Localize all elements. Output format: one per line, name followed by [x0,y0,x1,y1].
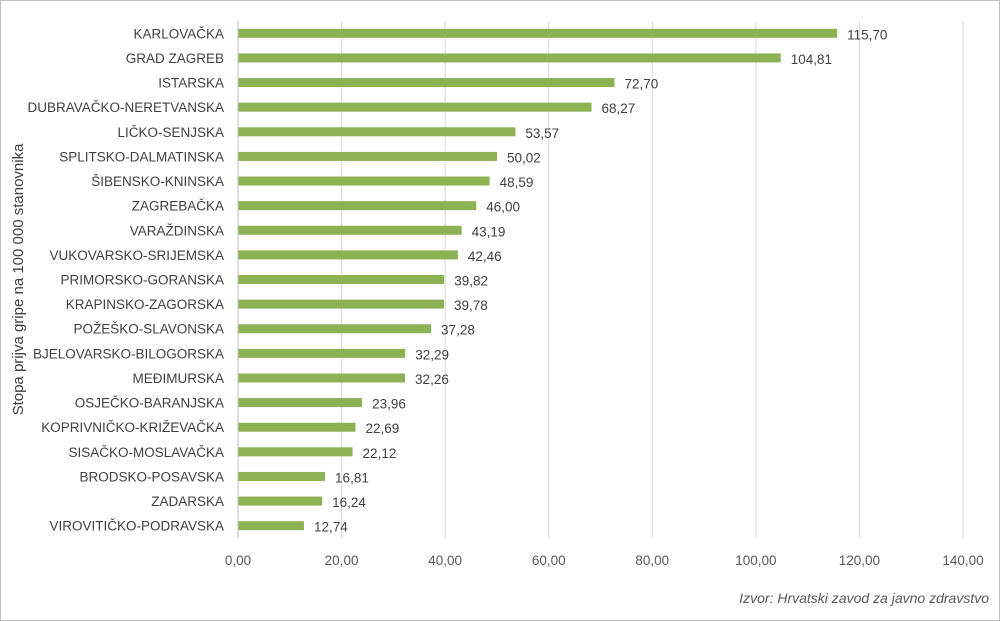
category-label: BRODSKO-POSAVSKA [79,469,224,484]
bar [238,348,406,358]
category-label: ŠIBENSKO-KNINSKA [91,174,224,189]
category-label: BJELOVARSKO-BILOGORSKA [33,346,224,361]
category-label: VIROVITIČKO-PODRAVSKA [49,519,224,534]
category-label: SPLITSKO-DALMATINSKA [59,149,224,164]
data-label: 39,78 [454,298,488,313]
x-tick-label: 100,00 [735,553,776,568]
x-tick-label: 60,00 [532,553,566,568]
source-note: Izvor: Hrvatski zavod za javno zdravstvo [739,590,989,606]
bar [238,373,406,383]
data-label: 12,74 [314,520,348,535]
data-label: 43,19 [472,224,506,239]
category-label: ZADARSKA [151,494,224,509]
category-label: LIČKO-SENJSKA [117,125,224,140]
x-tick-label: 20,00 [325,553,359,568]
category-label: POŽEŠKO-SLAVONSKA [73,322,224,337]
bar [238,151,498,161]
bar [238,324,432,334]
bar [238,299,445,309]
category-label: SISAČKO-MOSLAVAČKA [68,445,224,460]
bar [238,398,363,408]
data-label: 23,96 [372,397,406,412]
bar [238,102,592,112]
bar [238,53,781,63]
data-label: 72,70 [624,77,658,92]
bar [238,422,356,432]
category-label: DUBRAVAČKO-NERETVANSKA [27,100,224,115]
data-label: 48,59 [500,175,534,190]
data-label: 22,69 [366,421,400,436]
x-tick-label: 80,00 [635,553,669,568]
category-label: KRAPINSKO-ZAGORSKA [66,297,224,312]
x-tick-label: 40,00 [428,553,462,568]
category-label: KARLOVAČKA [133,26,224,41]
data-label: 50,02 [507,150,541,165]
data-label: 46,00 [486,200,520,215]
data-label: 32,29 [415,347,449,362]
data-label: 42,46 [468,249,502,264]
data-label: 16,81 [335,470,369,485]
bar [238,521,304,531]
data-label: 32,26 [415,372,449,387]
bar [238,496,323,506]
category-label: OSJEČKO-BARANJSKA [75,396,224,411]
x-tick-label: 140,00 [942,553,983,568]
data-label: 37,28 [441,323,475,338]
category-label: MEĐIMURSKA [132,371,224,386]
bar [238,201,477,211]
data-label: 39,82 [454,274,488,289]
category-label: PRIMORSKO-GORANSKA [60,273,224,288]
x-tick-label: 120,00 [839,553,880,568]
data-label: 115,70 [847,27,887,42]
data-label: 104,81 [791,52,832,67]
category-label: ZAGREBAČKA [132,199,224,214]
x-tick-label: 0,00 [225,553,251,568]
bar [238,127,516,137]
category-label: GRAD ZAGREB [126,51,224,66]
category-label: VUKOVARSKO-SRIJEMSKA [49,248,224,263]
bar [238,250,458,260]
data-label: 22,12 [363,446,397,461]
y-axis-title: Stopa prijva gripe na 100 000 stanovnika [10,143,27,416]
data-label: 53,57 [525,126,559,141]
data-label: 68,27 [602,101,636,116]
bar [238,28,838,38]
data-label: 16,24 [332,495,366,510]
category-label: KOPRIVNIČKO-KRIŽEVAČKA [41,420,224,435]
bar [238,225,462,235]
bar [238,176,490,186]
bar [238,275,445,284]
bar [238,447,353,457]
bar [238,78,615,88]
category-label: VARAŽDINSKA [130,223,224,238]
category-label: ISTARSKA [158,76,224,91]
bar [238,471,326,481]
